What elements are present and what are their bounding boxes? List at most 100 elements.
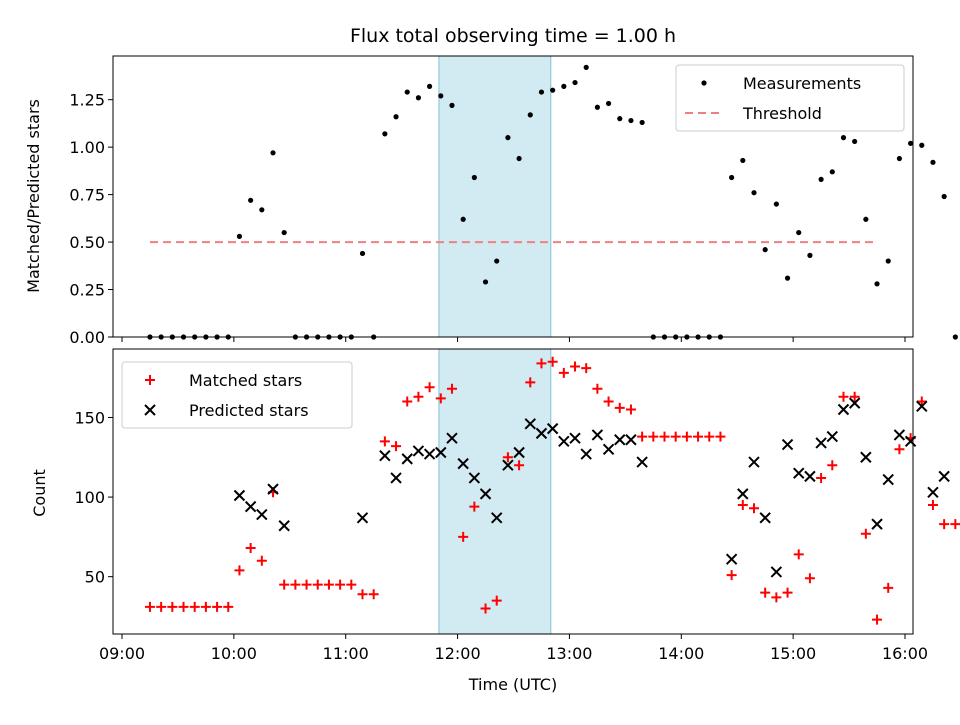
predicted-stars-point [244, 500, 257, 513]
measurements-point [840, 135, 847, 141]
matched-stars-point [256, 555, 267, 566]
matched-stars-point [637, 431, 648, 442]
measurements-point [460, 216, 466, 222]
measurements-point [863, 216, 869, 222]
matched-stars-point [670, 431, 681, 442]
predicted-stars-point [524, 418, 536, 430]
x-tick-label: 12:00 [435, 644, 481, 663]
matched-stars-legend-marker [145, 375, 155, 385]
matched-stars-point [144, 601, 155, 612]
predicted-stars-point [737, 488, 749, 500]
threshold-legend-label: Threshold [742, 104, 822, 123]
top-panel: 0.00 0.25 0.50 0.75 1.00 1.25 Measurements Thre… [69, 55, 958, 347]
measurements-point [628, 117, 634, 124]
measurements-point [874, 281, 880, 287]
matched-stars-point [860, 528, 871, 539]
x-tick-label: 16:00 [882, 644, 928, 663]
matched-stars-point [413, 391, 424, 402]
measurements-point [784, 275, 791, 281]
x-tick-label: 13:00 [546, 644, 592, 663]
matched-stars-point [502, 452, 513, 463]
predicted-stars-point [435, 446, 447, 459]
matched-stars-point [592, 383, 603, 394]
matched-stars-point [804, 573, 815, 584]
measurements-point [415, 95, 422, 101]
measurements-point [270, 150, 276, 156]
measurements-point [538, 89, 545, 95]
measurements-point [952, 334, 958, 340]
top-legend [675, 64, 905, 132]
predicted-stars-point [893, 429, 906, 441]
predicted-stars-point [860, 451, 872, 463]
matched-stars-point [402, 396, 413, 407]
measurements-point [561, 83, 567, 89]
matched-stars-point [391, 441, 402, 452]
matched-stars-point [659, 431, 670, 442]
matched-stars-point [335, 579, 346, 590]
bottom-legend [121, 361, 353, 429]
matched-stars-point [748, 503, 759, 514]
predicted-stars-point [558, 435, 570, 448]
matched-stars-point [446, 383, 457, 394]
matched-stars-point [301, 579, 312, 590]
matched-stars-point [357, 589, 368, 600]
predicted-stars-point [491, 512, 503, 524]
matched-stars-point [782, 587, 793, 598]
top-y-axis-label: Matched/Predicted stars [24, 99, 43, 293]
predicted-stars-point [457, 457, 469, 470]
measurements-point [449, 102, 455, 108]
matched-stars-point [816, 472, 827, 483]
predicted-stars-point [379, 449, 391, 462]
matched-stars-point [167, 601, 178, 612]
measurements-point [930, 159, 936, 165]
measurements-point [572, 79, 578, 86]
predicted-stars-point [815, 437, 827, 449]
measurements-point [907, 140, 914, 146]
predicted-stars-point [278, 520, 290, 532]
measurements-point [852, 138, 858, 145]
matched-stars-point [156, 601, 167, 612]
matched-stars-point [212, 601, 223, 612]
matched-stars-point [771, 592, 782, 603]
matched-stars-point [950, 519, 960, 530]
matched-stars-point [916, 396, 927, 407]
matched-stars-point [491, 595, 502, 606]
x-tick-label: 11:00 [323, 644, 369, 663]
predicted-stars-point [580, 448, 592, 460]
predicted-stars-point [535, 427, 548, 440]
matched-stars-point [894, 444, 905, 455]
matched-stars-point [469, 501, 480, 512]
x-axis-label: Time (UTC) [468, 675, 557, 694]
predicted-stars-point [793, 467, 805, 479]
matched-stars-point [737, 500, 748, 511]
measurements-point [796, 229, 802, 236]
bottom-y-tick-label: 150 [74, 408, 105, 427]
predicted-stars-point [916, 400, 928, 413]
measurements-point [550, 87, 556, 93]
matched-stars-point [927, 500, 938, 511]
matched-stars-point [558, 367, 569, 378]
matched-stars-point [939, 519, 950, 530]
matched-stars-point [245, 543, 256, 554]
measurements-point [941, 193, 947, 200]
predicted-stars-point [848, 397, 861, 409]
predicted-stars-point [591, 429, 604, 441]
predicted-stars-point [871, 518, 883, 530]
matched-stars-point [715, 431, 726, 442]
predicted-stars-point [625, 434, 637, 446]
matched-stars-point [693, 431, 704, 442]
x-tick-label: 15:00 [770, 644, 816, 663]
matched-stars-point [603, 396, 614, 407]
measurements-legend-label: Measurements [743, 74, 861, 93]
predicted-stars-point [401, 453, 413, 465]
measurements-point [482, 279, 489, 285]
measurements-point [885, 258, 891, 264]
matched-stars-point [189, 601, 200, 612]
predicted-stars-point [233, 489, 246, 502]
predicted-stars-point [748, 456, 760, 468]
predicted-stars-point [602, 443, 615, 456]
matched-stars-point [458, 531, 469, 542]
matched-stars-point [581, 363, 592, 374]
predicted-stars-point [502, 459, 514, 471]
predicted-stars-point [636, 456, 648, 468]
